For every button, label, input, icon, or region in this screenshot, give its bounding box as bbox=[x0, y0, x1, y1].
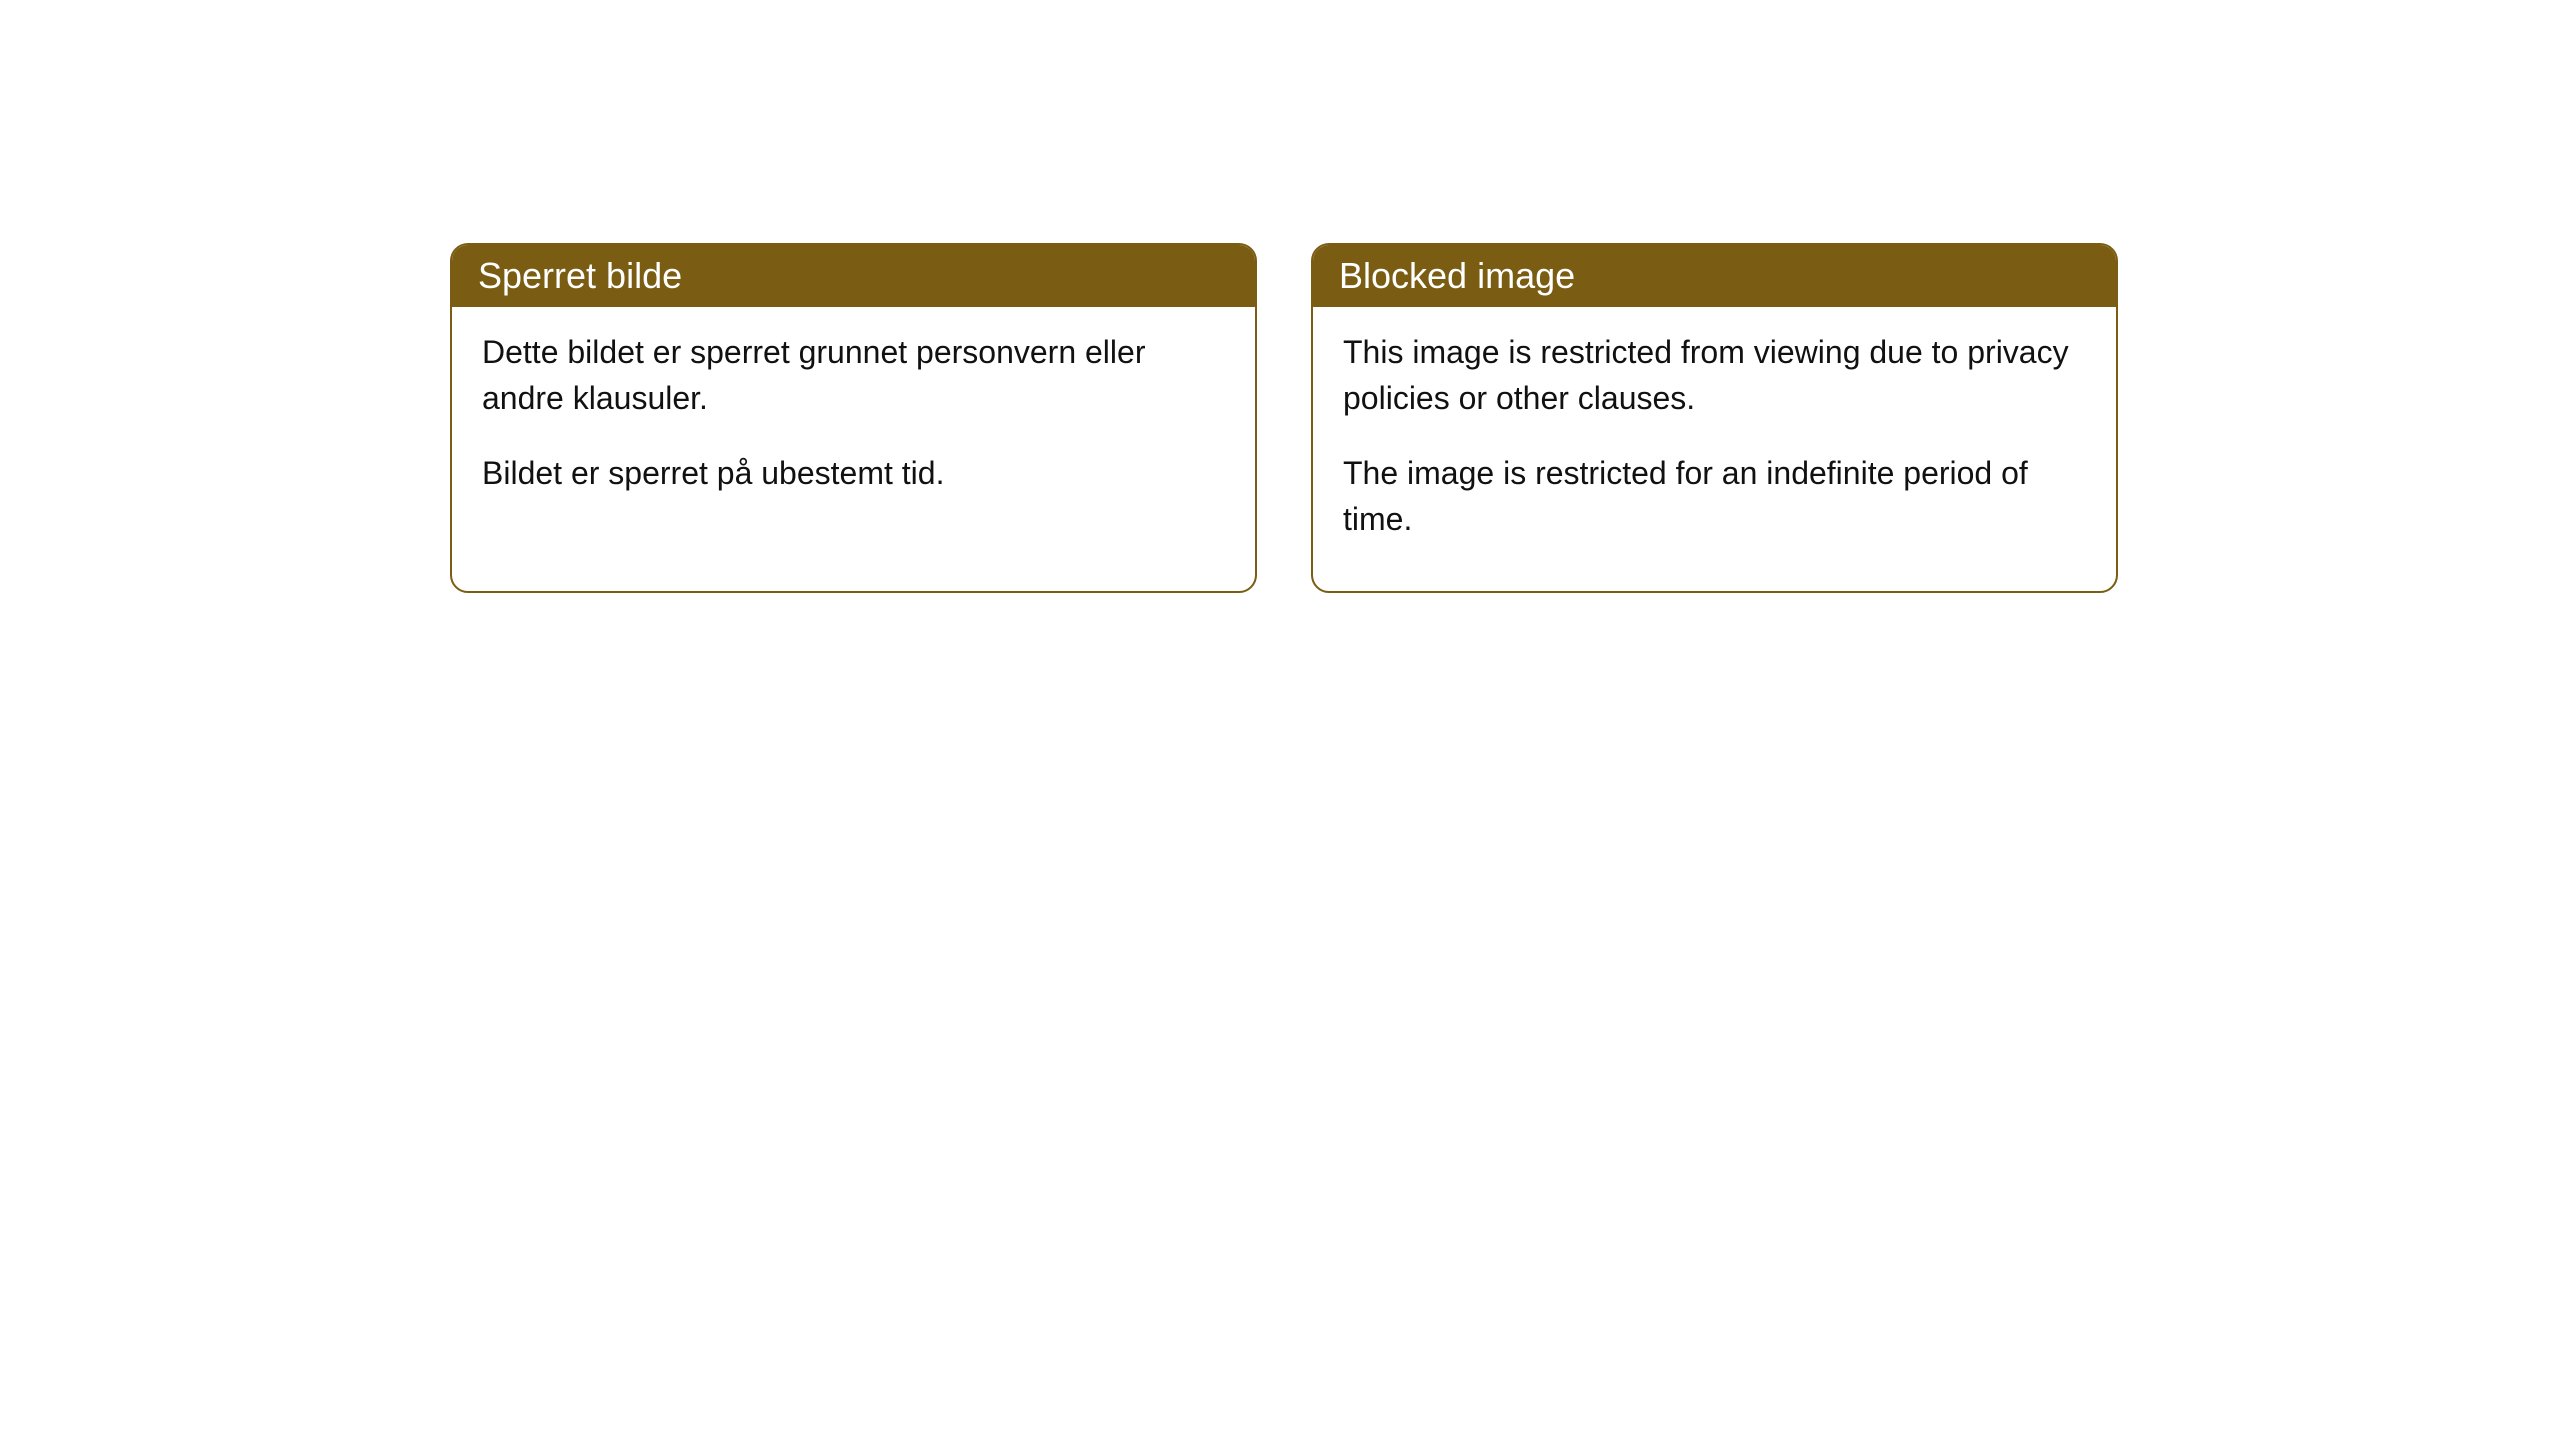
card-paragraph: The image is restricted for an indefinit… bbox=[1343, 450, 2086, 543]
blocked-image-card-norwegian: Sperret bilde Dette bildet er sperret gr… bbox=[450, 243, 1257, 593]
card-header: Sperret bilde bbox=[452, 245, 1255, 307]
card-paragraph: Bildet er sperret på ubestemt tid. bbox=[482, 450, 1225, 496]
notice-card-container: Sperret bilde Dette bildet er sperret gr… bbox=[450, 243, 2118, 593]
card-body: This image is restricted from viewing du… bbox=[1313, 307, 2116, 591]
card-header: Blocked image bbox=[1313, 245, 2116, 307]
blocked-image-card-english: Blocked image This image is restricted f… bbox=[1311, 243, 2118, 593]
card-title: Sperret bilde bbox=[478, 255, 682, 296]
card-paragraph: This image is restricted from viewing du… bbox=[1343, 329, 2086, 422]
card-body: Dette bildet er sperret grunnet personve… bbox=[452, 307, 1255, 544]
card-title: Blocked image bbox=[1339, 255, 1575, 296]
card-paragraph: Dette bildet er sperret grunnet personve… bbox=[482, 329, 1225, 422]
